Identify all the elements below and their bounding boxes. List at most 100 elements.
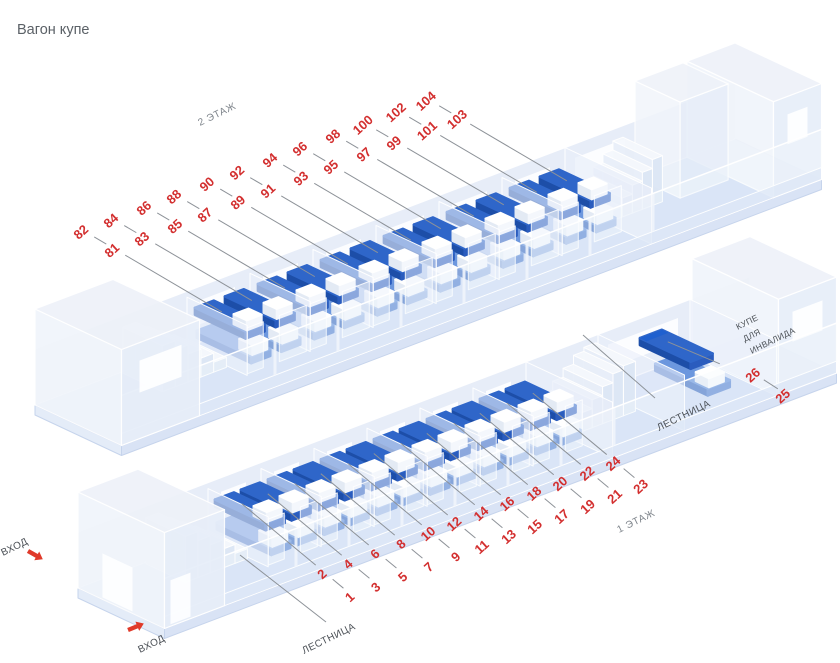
pair-divider bbox=[219, 188, 233, 197]
berth-edge bbox=[639, 329, 669, 342]
pillow bbox=[490, 408, 521, 433]
leader-line bbox=[155, 243, 253, 301]
leader-line bbox=[373, 453, 449, 516]
pillow-face bbox=[295, 283, 326, 298]
berth-number-101: 101 bbox=[414, 118, 440, 144]
leader-line bbox=[267, 493, 343, 556]
corridor-wall bbox=[404, 257, 433, 315]
leader-line bbox=[377, 158, 475, 217]
berth-number-5: 5 bbox=[395, 569, 410, 585]
window-mullion bbox=[399, 288, 403, 328]
leader-line bbox=[407, 147, 505, 206]
corridor-wall bbox=[341, 280, 370, 339]
stair-landing-face bbox=[583, 342, 636, 367]
end-section-face bbox=[77, 468, 226, 534]
corridor-wall bbox=[498, 225, 516, 279]
leader-line bbox=[188, 230, 286, 289]
corridor-wall bbox=[405, 459, 424, 514]
leader-line bbox=[320, 473, 396, 536]
corridor-wall bbox=[320, 492, 338, 546]
corridor-wall bbox=[309, 297, 327, 351]
corridor-wall bbox=[373, 472, 391, 526]
pair-divider bbox=[358, 568, 370, 579]
window-mullion bbox=[559, 427, 563, 467]
leader-line bbox=[532, 392, 608, 455]
entrance-arrow-2 bbox=[127, 621, 144, 632]
leader-line bbox=[294, 483, 370, 546]
pair-divider bbox=[544, 498, 556, 509]
entrance-door bbox=[170, 572, 191, 625]
corridor-wall bbox=[458, 439, 477, 493]
pair-divider bbox=[491, 518, 503, 529]
pair-divider bbox=[408, 116, 422, 125]
pillow bbox=[437, 429, 468, 453]
berth-number-90: 90 bbox=[196, 174, 217, 195]
window-mullion bbox=[588, 216, 592, 256]
window-mullion bbox=[651, 192, 655, 233]
pillow-face bbox=[543, 388, 574, 403]
corridor-wall bbox=[278, 304, 307, 363]
near-wall-glass bbox=[164, 323, 837, 617]
floor2-label: 2 ЭТАЖ bbox=[196, 101, 238, 129]
pillow-face bbox=[517, 398, 548, 413]
window-mullion bbox=[525, 240, 529, 280]
leader-line bbox=[218, 219, 316, 278]
leader-line bbox=[281, 195, 379, 254]
corridor-wall bbox=[564, 399, 583, 453]
pair-divider bbox=[332, 578, 344, 589]
pillow-face bbox=[388, 248, 419, 263]
pillow-face bbox=[451, 224, 482, 239]
leader-line bbox=[667, 341, 720, 365]
pillow-face bbox=[437, 429, 468, 443]
berth-number-102: 102 bbox=[383, 99, 409, 125]
service-block-face bbox=[634, 62, 729, 103]
leader-line bbox=[470, 123, 568, 182]
leader-line bbox=[344, 171, 442, 230]
leader-line bbox=[479, 412, 555, 476]
corridor-wall bbox=[246, 321, 264, 375]
floor2-car bbox=[34, 42, 823, 456]
entrance-label-1: ВХОД bbox=[0, 536, 30, 558]
floor1-label: 1 ЭТАЖ bbox=[615, 508, 657, 536]
pair-divider bbox=[763, 379, 779, 390]
corridor-wall bbox=[593, 185, 622, 243]
corridor-wall bbox=[530, 209, 559, 267]
berth-number-1: 1 bbox=[342, 589, 357, 605]
window-mullion bbox=[506, 447, 510, 487]
berth-number-15: 15 bbox=[524, 516, 545, 537]
pair-divider bbox=[156, 212, 170, 221]
pair-divider bbox=[123, 225, 137, 234]
berth-number-11: 11 bbox=[472, 537, 492, 557]
corridor-wall bbox=[352, 479, 371, 534]
leader-line bbox=[400, 442, 476, 506]
pillow-face bbox=[358, 459, 389, 473]
berth-number-9: 9 bbox=[448, 549, 463, 565]
pillow-face bbox=[547, 187, 578, 202]
pillow bbox=[451, 224, 482, 249]
pillow-face bbox=[252, 499, 283, 514]
berth-number-82: 82 bbox=[70, 222, 91, 243]
end-section-face bbox=[686, 42, 823, 103]
pillow-face bbox=[411, 438, 442, 453]
pillow-face bbox=[262, 296, 293, 310]
leader-line bbox=[241, 503, 317, 566]
stairs-leader-1 bbox=[239, 554, 327, 623]
pillow-face bbox=[577, 176, 608, 191]
berth-number-94: 94 bbox=[259, 149, 280, 170]
pair-divider bbox=[375, 129, 389, 138]
pillow-face bbox=[331, 469, 362, 484]
pair-divider bbox=[438, 538, 450, 549]
leader-line bbox=[347, 463, 423, 526]
pair-divider bbox=[411, 548, 423, 559]
corridor-wall bbox=[372, 273, 390, 327]
entrance-label-2: ВХОД bbox=[136, 633, 166, 655]
pair-divider bbox=[186, 201, 200, 210]
pair-divider bbox=[249, 177, 263, 186]
entrance-arrow-1 bbox=[26, 549, 43, 561]
window-mullion bbox=[273, 336, 277, 376]
leader-line bbox=[314, 182, 412, 241]
end-section-face bbox=[34, 278, 201, 351]
berth-number-7: 7 bbox=[421, 559, 436, 575]
